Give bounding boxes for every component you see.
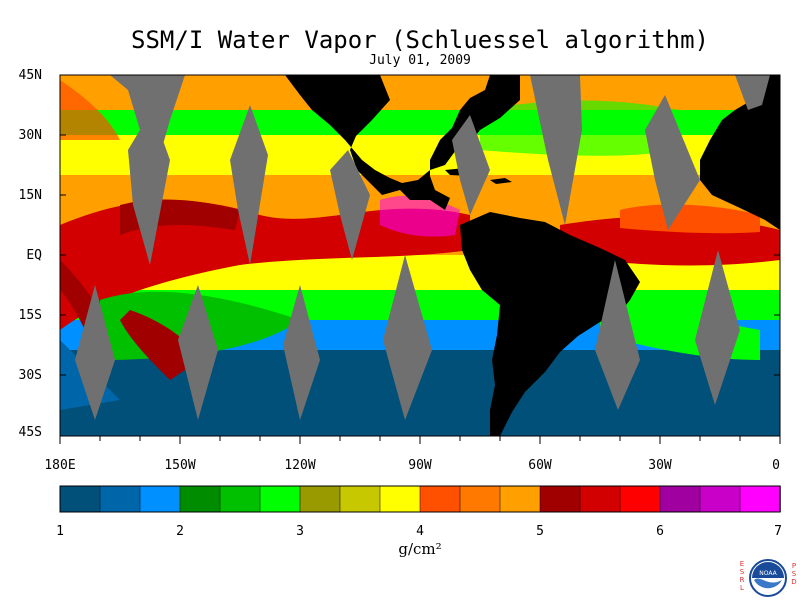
lon-label-30w: 30W <box>648 458 672 473</box>
colorbar-tick-label: 6 <box>656 524 664 539</box>
lon-label-180e: 180E <box>44 458 76 473</box>
logo-center-text: NOAA <box>759 570 777 577</box>
colorbar-unit: g/cm² <box>398 540 442 558</box>
colorbar-tick-label: 7 <box>774 524 782 539</box>
colorbar-tick-label: 3 <box>296 524 304 539</box>
swath-gaps <box>75 75 770 420</box>
colorbar-swatch <box>699 485 741 513</box>
lon-label-60w: 60W <box>528 458 552 473</box>
colorbar-swatch <box>739 485 781 513</box>
colorbar-swatch <box>499 485 541 513</box>
lon-label-90w: 90W <box>408 458 432 473</box>
lat-label-30n: 30N <box>18 128 42 143</box>
colorbar-swatch <box>139 485 181 513</box>
colorbar-tick-label: 4 <box>416 524 424 539</box>
lat-label-30s: 30S <box>18 368 42 383</box>
colorbar-swatch <box>179 485 221 513</box>
colorbar-swatch <box>379 485 421 513</box>
colorbar-tick-label: 5 <box>536 524 544 539</box>
colorbar-frame <box>59 485 781 513</box>
map-field <box>60 75 780 436</box>
lat-label-15s: 15S <box>18 308 42 323</box>
lon-label-150w: 150W <box>164 458 196 473</box>
colorbar-swatch <box>579 485 621 513</box>
colorbar-swatch <box>219 485 261 513</box>
colorbar-swatch <box>99 485 141 513</box>
colorbar-tick-label: 2 <box>176 524 184 539</box>
lat-label-15n: 15N <box>18 188 42 203</box>
colorbar-swatch <box>339 485 381 513</box>
colorbar <box>59 485 781 513</box>
colorbar-swatch <box>539 485 581 513</box>
lat-label-45s: 45S <box>18 425 42 440</box>
colorbar-swatch <box>619 485 661 513</box>
colorbar-swatch <box>299 485 341 513</box>
lat-label-eq: EQ <box>26 248 42 263</box>
lat-label-45n: 45N <box>18 68 42 83</box>
colorbar-tick-label: 1 <box>56 524 64 539</box>
lon-label-120w: 120W <box>284 458 316 473</box>
colorbar-swatch <box>419 485 461 513</box>
map-date: July 01, 2009 <box>369 53 471 68</box>
lon-label-0: 0 <box>772 458 780 473</box>
colorbar-swatch <box>259 485 301 513</box>
colorbar-swatch <box>459 485 501 513</box>
map-title: SSM/I Water Vapor (Schluessel algorithm) <box>131 26 709 54</box>
noaa-emblem-icon: NOAA <box>749 559 787 597</box>
colorbar-swatch <box>59 485 101 513</box>
colorbar-swatch <box>659 485 701 513</box>
